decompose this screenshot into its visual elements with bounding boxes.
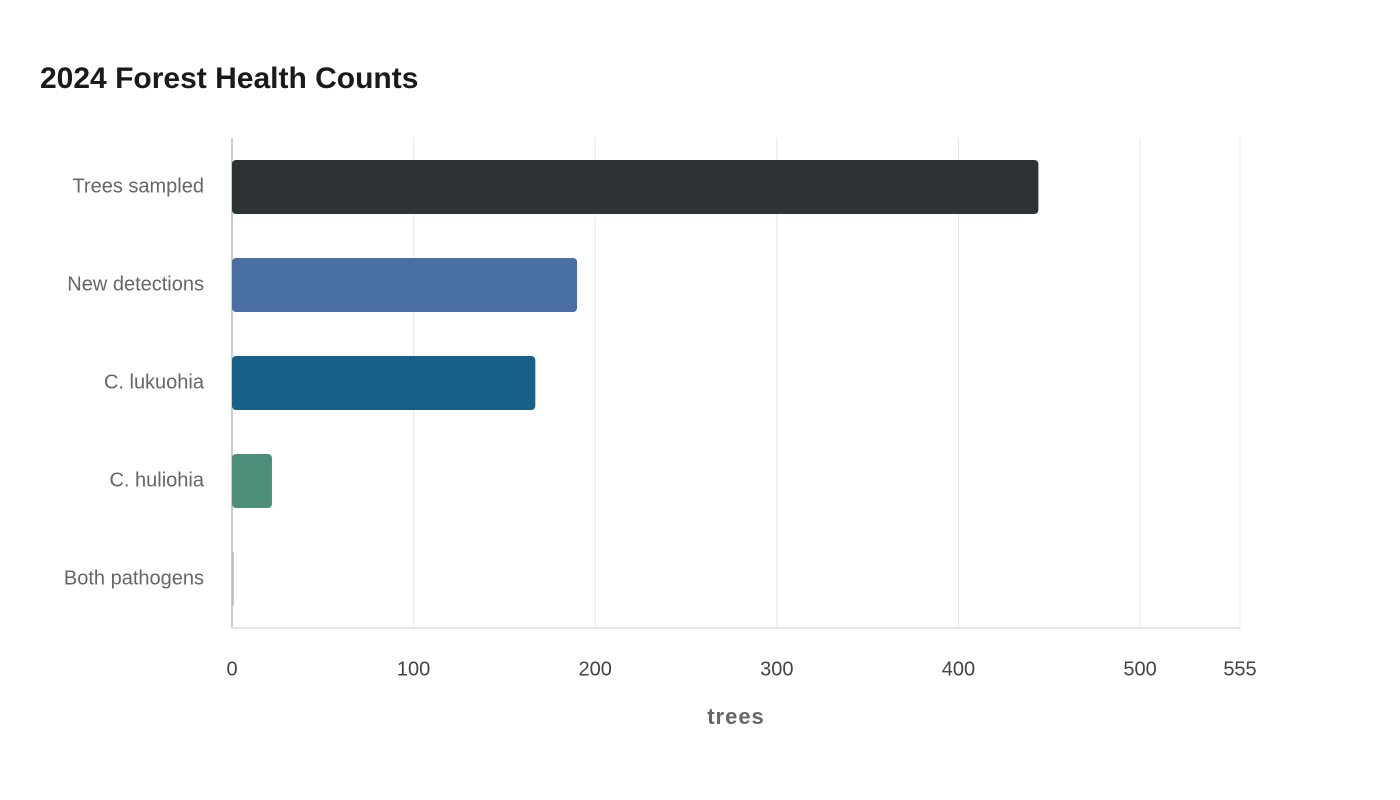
x-tick-label: 300 [760,658,793,680]
bar [232,258,578,312]
y-tick-label: Both pathogens [64,567,204,589]
x-axis-title: trees [707,704,765,729]
x-tick-label: 100 [397,658,430,680]
bar [232,356,536,410]
x-tick-label: 200 [579,658,612,680]
bar [232,552,234,606]
x-tick-label: 500 [1123,658,1156,680]
y-tick-label: Trees sampled [72,175,204,197]
y-tick-label: C. huliohia [109,469,204,491]
x-tick-label: 400 [942,658,975,680]
y-tick-label: C. lukuohia [104,371,205,393]
bar [232,454,272,508]
y-tick-label: New detections [67,273,204,295]
x-tick-label: 0 [226,658,237,680]
chart-title: 2024 Forest Health Counts [40,62,418,95]
x-tick-label: 555 [1223,658,1256,680]
bar [232,160,1039,214]
